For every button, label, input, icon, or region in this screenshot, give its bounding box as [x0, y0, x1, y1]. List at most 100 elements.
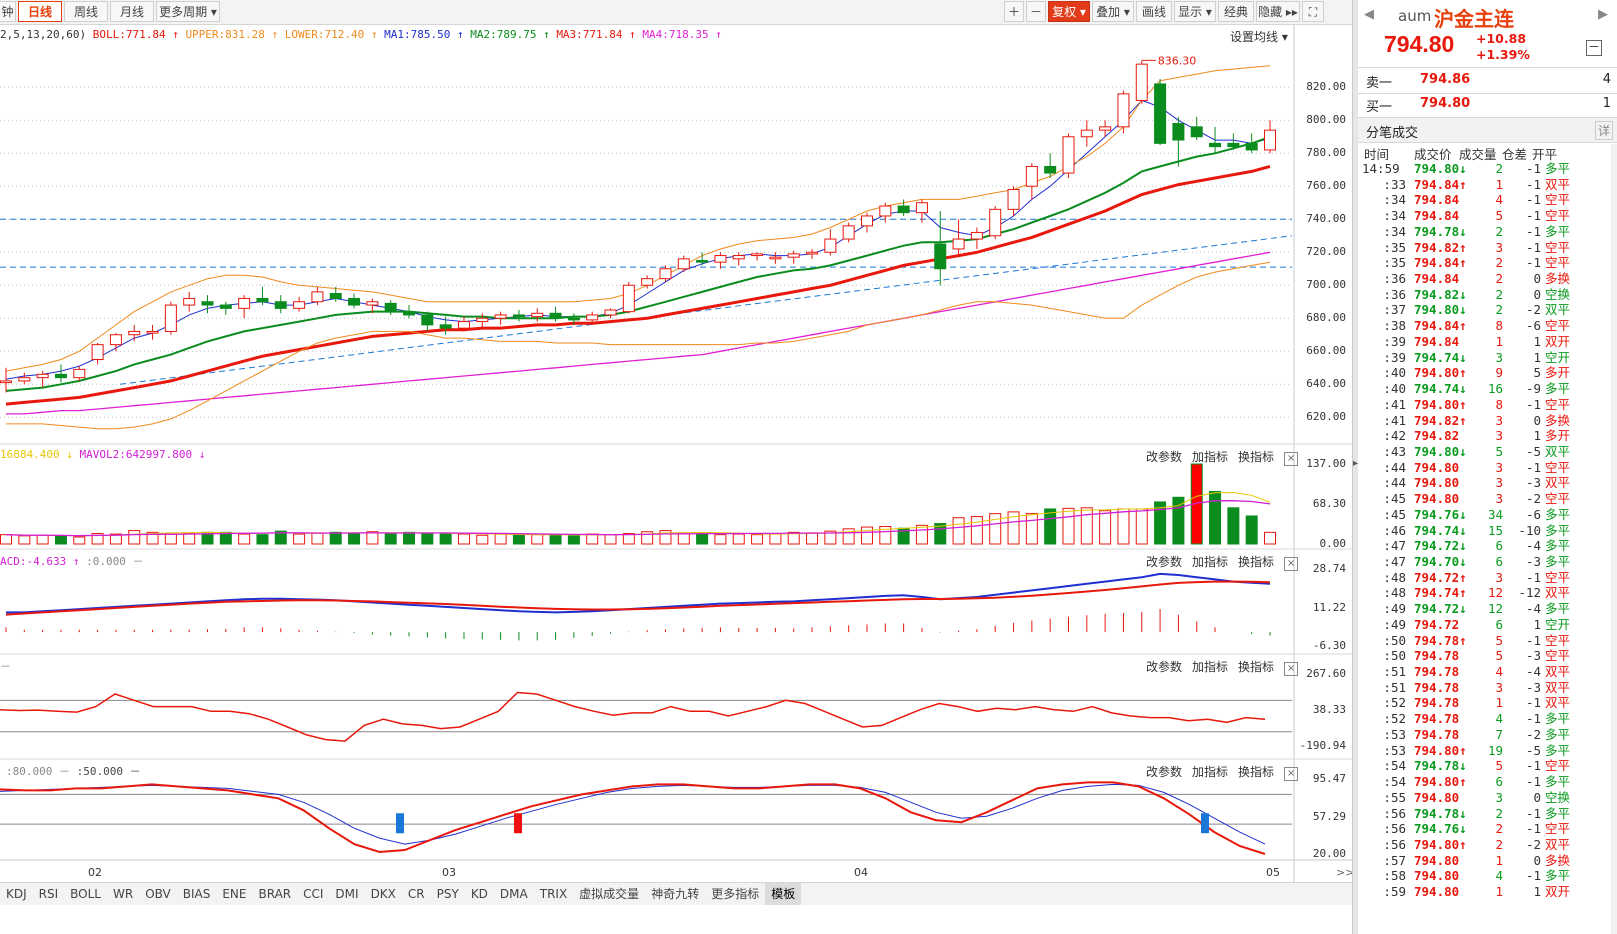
- trade-oi-change: -3: [1525, 679, 1541, 695]
- indicator-tab-13[interactable]: KD: [470, 887, 488, 901]
- trade-type: 多平: [1545, 726, 1571, 742]
- indicator-tab-12[interactable]: PSY: [436, 887, 459, 901]
- ask-row: 卖一 794.86 4: [1358, 72, 1617, 92]
- trade-volume: 5: [1495, 632, 1503, 648]
- pane-action-2[interactable]: 换指标: [1238, 765, 1275, 779]
- date-axis-label: 04: [854, 866, 868, 879]
- toolbar-button-1[interactable]: －: [1026, 1, 1046, 22]
- trades-scrollbar[interactable]: [1611, 144, 1617, 934]
- scroll-right-button[interactable]: >>: [1336, 866, 1355, 879]
- indicator-tab-17[interactable]: 神奇九转: [651, 887, 700, 901]
- period-tab-0[interactable]: 日线: [18, 1, 62, 22]
- collapse-arrow-icon[interactable]: ▸: [1353, 458, 1359, 469]
- pane-action-0[interactable]: 改参数: [1146, 555, 1183, 569]
- volume-axis-tick: 0.00: [1319, 537, 1347, 550]
- pane-action-2[interactable]: 换指标: [1238, 660, 1275, 674]
- volume-bar: [91, 532, 104, 545]
- close-icon[interactable]: ×: [1284, 557, 1299, 571]
- toolbar-button-7[interactable]: 隐藏 ▸▸: [1256, 1, 1300, 22]
- period-tab-2[interactable]: 月线: [110, 1, 154, 22]
- indicator-tab-7[interactable]: BRAR: [258, 887, 292, 901]
- indicator-tab-5[interactable]: BIAS: [182, 887, 211, 901]
- pane-action-0[interactable]: 改参数: [1146, 765, 1183, 779]
- close-icon[interactable]: ×: [1284, 662, 1299, 676]
- indicator-tab-4[interactable]: OBV: [145, 887, 171, 901]
- candle-body: [457, 321, 470, 329]
- trade-row: :45 794.76↓ 34 -6 多平: [1358, 507, 1617, 523]
- toolbar-button-6[interactable]: 经典: [1218, 1, 1254, 22]
- close-icon[interactable]: ×: [1284, 452, 1299, 466]
- toolbar-button-5[interactable]: 显示 ▾: [1174, 1, 1216, 22]
- indicator-tab-2[interactable]: BOLL: [70, 887, 101, 901]
- indicator-tab-6[interactable]: ENE: [222, 887, 247, 901]
- period-partial[interactable]: 钟: [0, 1, 16, 22]
- toolbar-button-0[interactable]: ＋: [1004, 1, 1024, 22]
- trade-volume: 16: [1487, 381, 1503, 397]
- candle-body: [238, 297, 251, 309]
- trade-oi-change: -1: [1525, 632, 1541, 648]
- prev-contract-icon[interactable]: ◀: [1364, 7, 1374, 22]
- pane-action-2[interactable]: 换指标: [1238, 450, 1275, 464]
- indicator-value-6: MA3:771.84 ↑: [556, 28, 643, 41]
- trade-oi-change: -2: [1525, 491, 1541, 507]
- pane-action-0[interactable]: 改参数: [1146, 660, 1183, 674]
- trade-type: 多平: [1545, 522, 1571, 538]
- trade-oi-change: 1: [1533, 333, 1541, 349]
- detail-button[interactable]: 详: [1594, 121, 1613, 140]
- toolbar-button-3[interactable]: 叠加 ▾: [1092, 1, 1134, 22]
- trade-time: :58: [1383, 868, 1406, 884]
- trade-type: 空换: [1545, 789, 1571, 805]
- indicator-tab-16[interactable]: 虚拟成交量: [579, 887, 640, 901]
- col-open-close: 开平: [1532, 147, 1558, 162]
- volume-bar: [787, 531, 800, 545]
- pane-action-1[interactable]: 加指标: [1192, 660, 1229, 674]
- pane-action-1[interactable]: 加指标: [1192, 555, 1229, 569]
- volume-bar: [512, 534, 525, 545]
- indicator-tab-0[interactable]: KDJ: [6, 887, 27, 901]
- quote-panel: ◀ aum 沪金主连 ▶ 794.80 +10.88 +1.39% － 卖一 7…: [1358, 0, 1617, 934]
- indicator-tab-15[interactable]: TRIX: [539, 887, 568, 901]
- close-icon[interactable]: ×: [1284, 767, 1299, 781]
- toolbar-button-2[interactable]: 复权 ▾: [1048, 1, 1090, 22]
- bid-row: 买一 794.80 1: [1358, 96, 1617, 116]
- indicator-tab-14[interactable]: DMA: [499, 887, 528, 901]
- trend-line[interactable]: [119, 235, 1293, 385]
- trade-volume: 5: [1495, 208, 1503, 224]
- indicator-tab-10[interactable]: DKX: [370, 887, 396, 901]
- candle-body: [769, 256, 782, 260]
- indicator-tab-18[interactable]: 更多指标: [711, 887, 760, 901]
- trade-time: :46: [1383, 522, 1406, 538]
- ma-settings-button[interactable]: 设置均线 ▾: [1230, 30, 1288, 44]
- macd-dif-line: [6, 572, 1271, 614]
- pane-action-0[interactable]: 改参数: [1146, 450, 1183, 464]
- signal-marker: [396, 813, 404, 834]
- cci-indicator-line: －: [0, 658, 11, 674]
- minimize-icon[interactable]: －: [1586, 40, 1602, 56]
- indicator-tab-1[interactable]: RSI: [38, 887, 59, 901]
- volume-bar: [622, 532, 635, 545]
- indicator-tabs: KDJ RSI BOLL WR OBV BIAS ENE BRAR CCI DMI DKX CR PSY…: [0, 882, 1352, 905]
- toolbar-button-8[interactable]: ⛶: [1302, 1, 1324, 22]
- indicator-tab-19[interactable]: 模板: [765, 883, 802, 905]
- volume-bar: [659, 530, 672, 545]
- trade-row: :34 794.78↓ 2 -1 多平: [1358, 224, 1617, 240]
- candle-body: [91, 344, 104, 360]
- period-tab-1[interactable]: 周线: [64, 1, 108, 22]
- trade-time: :53: [1383, 742, 1406, 758]
- indicator-tab-8[interactable]: CCI: [303, 887, 324, 901]
- indicator-value-0: ACD:-4.633 ↑: [0, 555, 87, 568]
- trade-price: 794.80↓: [1414, 443, 1467, 459]
- trade-type: 双平: [1545, 695, 1571, 711]
- toolbar-button-4[interactable]: 画线: [1136, 1, 1172, 22]
- period-tab-3[interactable]: 更多周期 ▾: [156, 1, 220, 22]
- indicator-tab-9[interactable]: DMI: [335, 887, 359, 901]
- trade-time: :51: [1383, 679, 1406, 695]
- pane-action-1[interactable]: 加指标: [1192, 450, 1229, 464]
- pane-action-2[interactable]: 换指标: [1238, 555, 1275, 569]
- indicator-tab-3[interactable]: WR: [113, 887, 134, 901]
- pane-action-1[interactable]: 加指标: [1192, 765, 1229, 779]
- kline-chart[interactable]: 836.30: [0, 24, 1352, 882]
- indicator-tab-11[interactable]: CR: [407, 887, 425, 901]
- next-contract-icon[interactable]: ▶: [1598, 7, 1608, 22]
- trade-row: :39 794.84 1 1 双开: [1358, 334, 1617, 350]
